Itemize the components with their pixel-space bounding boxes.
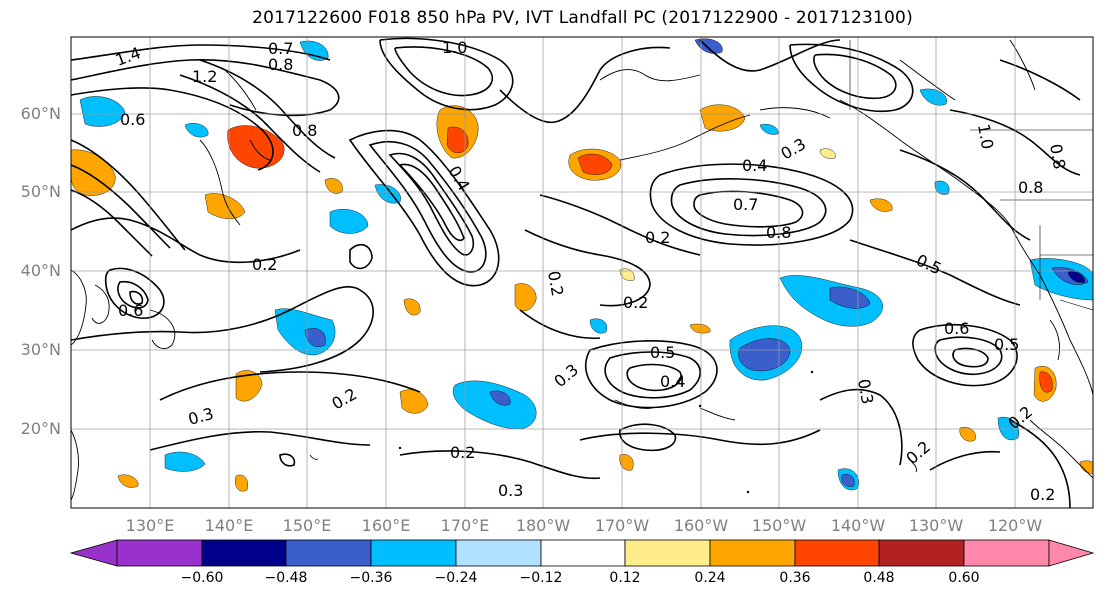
contour-label: 0.5	[650, 343, 675, 362]
small-islands	[398, 370, 814, 494]
contour-label: 0.3	[854, 377, 877, 405]
contour-label: 0.6	[944, 319, 969, 338]
lon-label: 130°E	[125, 516, 175, 535]
contour-label: 0.7	[268, 39, 293, 58]
lon-label: 120°W	[987, 516, 1043, 535]
colorbar-tick-label: 0.60	[948, 570, 980, 586]
contour-label: 0.5	[994, 335, 1019, 354]
colorbar-bin	[709, 539, 796, 567]
gridlines	[71, 37, 1093, 508]
lat-label-30n: 30°N	[20, 340, 61, 359]
colorbar	[69, 539, 1095, 567]
contour-label: 0.7	[733, 195, 758, 214]
pv-contours	[71, 37, 1081, 508]
colorbar-tick-label: −0.36	[349, 570, 393, 586]
lat-label-40n: 40°N	[20, 261, 61, 280]
colorbar-tick-label: −0.12	[519, 570, 563, 586]
contour-label: 0.8	[766, 223, 791, 242]
colorbar-tick-label: 0.12	[609, 570, 641, 586]
colorbar-tick-label: 0.24	[694, 570, 726, 586]
lon-label: 150°W	[751, 516, 807, 535]
contour-label: 0.2	[252, 255, 277, 274]
contour-label: 1.0	[442, 38, 467, 57]
negative-shading	[79, 38, 1093, 491]
colorbar-tick-label: −0.60	[180, 570, 224, 586]
colorbar-tick-label: −0.24	[434, 570, 478, 586]
contour-label: 1.0	[974, 122, 997, 150]
contour-label: 0.2	[450, 443, 475, 462]
contour-label: 0.6	[120, 110, 145, 129]
colorbar-extend-high	[1048, 539, 1095, 567]
colorbar-bin	[285, 539, 372, 567]
contour-label: 0.2	[645, 228, 670, 247]
lon-label: 130°W	[908, 516, 964, 535]
lon-label: 160°E	[361, 516, 411, 535]
colorbar-bin	[624, 539, 711, 567]
contour-label: 0.8	[268, 55, 293, 74]
lon-label: 180°W	[515, 516, 571, 535]
state-borders	[849, 40, 1093, 311]
lat-label-60n: 60°N	[20, 104, 61, 123]
contour-label: 0.2	[1030, 485, 1055, 504]
colorbar-tick-label: 0.48	[863, 570, 895, 586]
lon-label: 170°E	[440, 516, 490, 535]
lon-label: 140°W	[830, 516, 886, 535]
colorbar-bin	[878, 539, 965, 567]
positive-shading	[71, 104, 1093, 492]
colorbar-bin	[455, 539, 542, 567]
contour-label: 0.2	[623, 293, 648, 312]
coastlines	[71, 39, 1093, 501]
colorbar-bin	[963, 539, 1050, 567]
colorbar-tick-label: 0.36	[779, 570, 811, 586]
contour-label: 0.4	[742, 156, 767, 175]
contour-label: 0.8	[292, 121, 317, 140]
colorbar-bin	[201, 539, 287, 567]
lat-label-20n: 20°N	[20, 419, 61, 438]
contour-label: 0.6	[118, 301, 143, 320]
map-frame	[70, 36, 1094, 509]
colorbar-bin	[116, 539, 203, 567]
contour-label: 0.4	[660, 372, 685, 391]
lon-label: 170°W	[594, 516, 650, 535]
colorbar-tick-label: −0.48	[264, 570, 308, 586]
lon-label: 140°E	[204, 516, 254, 535]
colorbar-bin	[370, 539, 457, 567]
colorbar-bin	[794, 539, 880, 567]
contour-label: 0.3	[498, 481, 523, 500]
contour-label: 0.2	[544, 269, 567, 297]
contour-label: 0.8	[1018, 178, 1043, 197]
contour-label: 0.8	[1046, 142, 1069, 170]
contour-labels: 1.0 1.4 1.2 0.7 0.8 0.6 0.8 0.4 0.4 0.7 …	[113, 38, 1069, 504]
lon-label: 160°W	[673, 516, 729, 535]
map-background	[71, 37, 1093, 508]
colorbar-extend-low	[69, 539, 118, 567]
lon-label: 150°E	[282, 516, 332, 535]
map-title: 2017122600 F018 850 hPa PV, IVT Landfall…	[252, 8, 913, 28]
colorbar-bin	[540, 539, 626, 567]
contour-label: 1.2	[192, 67, 217, 86]
lat-label-50n: 50°N	[20, 182, 61, 201]
